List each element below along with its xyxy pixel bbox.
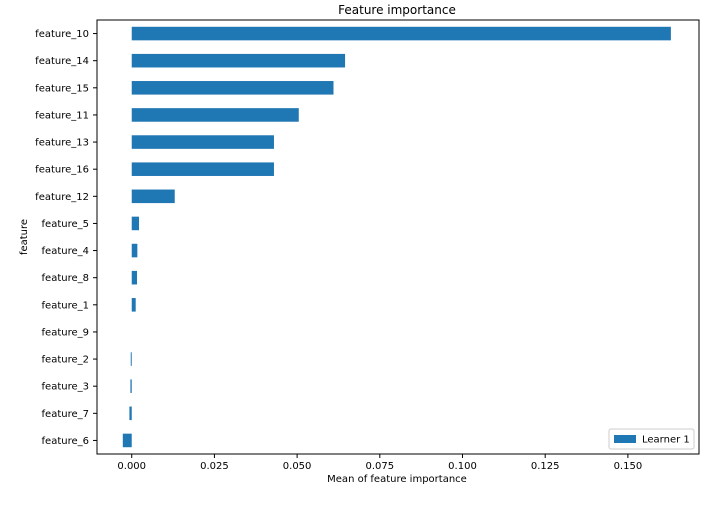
bar-feature-3 <box>130 379 132 393</box>
legend: Learner 1 <box>608 428 695 450</box>
x-tick-label: 0.100 <box>448 461 477 472</box>
bar-feature-5 <box>131 216 140 231</box>
y-tick-label: feature_8 <box>42 273 89 284</box>
bar-feature-2 <box>130 352 132 366</box>
x-tick-label: 0.000 <box>117 461 146 472</box>
y-tick-label: feature_12 <box>35 192 89 203</box>
legend-box <box>608 428 695 450</box>
y-tick-label: feature_2 <box>42 355 89 366</box>
bar-feature-8 <box>131 270 138 285</box>
bar-feature-15 <box>131 81 334 95</box>
y-tick-label: feature_11 <box>35 110 89 121</box>
y-tick-label: feature_5 <box>42 219 89 230</box>
y-tick-label: feature_13 <box>35 138 89 149</box>
x-tick-label: 0.150 <box>614 461 643 472</box>
y-tick-label: feature_16 <box>35 165 89 176</box>
bar-feature-14 <box>131 53 346 68</box>
bar-feature-13 <box>131 135 274 149</box>
bar-feature-10 <box>131 26 671 41</box>
x-axis-label: Mean of feature importance <box>327 474 467 485</box>
y-tick-label: feature_3 <box>42 382 89 393</box>
y-tick-label: feature_6 <box>42 436 89 447</box>
y-tick-label: feature_1 <box>42 300 89 311</box>
y-tick-label: feature_9 <box>42 327 89 338</box>
bar-feature-16 <box>131 162 274 176</box>
bar-feature-1 <box>131 298 136 312</box>
y-tick-label: feature_14 <box>35 56 89 67</box>
bar-feature-12 <box>131 189 175 204</box>
x-tick-label: 0.125 <box>531 461 560 472</box>
chart-title: Feature importance <box>338 3 456 17</box>
bar-feature-4 <box>131 243 138 258</box>
y-tick-label: feature_10 <box>35 29 89 40</box>
legend-swatch <box>614 435 636 443</box>
y-tick-label: feature_15 <box>35 83 89 94</box>
x-tick-label: 0.075 <box>365 461 394 472</box>
x-tick-label: 0.050 <box>283 461 312 472</box>
legend-label: Learner 1 <box>642 435 690 446</box>
y-tick-label: feature_4 <box>42 246 89 257</box>
y-axis-label: feature <box>19 219 30 255</box>
bar-feature-7 <box>129 406 132 421</box>
bar-feature-6 <box>122 433 132 448</box>
plot-frame <box>96 19 700 455</box>
x-tick-label: 0.025 <box>200 461 229 472</box>
y-tick-label: feature_7 <box>42 409 89 420</box>
bar-feature-11 <box>131 108 299 122</box>
